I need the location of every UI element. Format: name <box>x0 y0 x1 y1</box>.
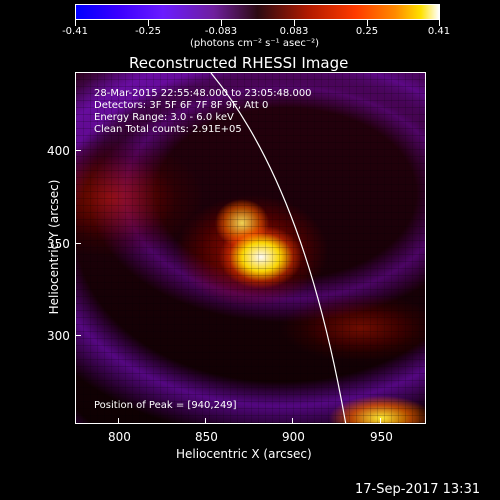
colorbar-unit-label: (photons cm⁻² s⁻¹ asec⁻²) <box>190 38 320 49</box>
info-time-range: 28-Mar-2015 22:55:48.000 to 23:05:48.000 <box>94 88 312 99</box>
y-tick-label: 350 <box>47 237 70 251</box>
footer-timestamp: 17-Sep-2017 13:31 <box>355 482 481 497</box>
colorbar-tick <box>294 20 295 26</box>
colorbar-tick-label: -0.083 <box>204 26 238 37</box>
x-axis-tick <box>205 418 206 424</box>
x-tick-label: 850 <box>195 430 218 444</box>
image-plot-area: 28-Mar-2015 22:55:48.000 to 23:05:48.000… <box>75 72 426 424</box>
y-axis-tick <box>75 335 81 336</box>
info-peak-position: Position of Peak = [940,249] <box>94 400 237 411</box>
solar-limb-curve <box>210 73 347 423</box>
colorbar-tick-label: 0.25 <box>355 26 379 37</box>
plot-title: Reconstructed RHESSI Image <box>129 54 349 72</box>
colorbar-tick-label: -0.41 <box>62 26 88 37</box>
colorbar-tick-label: 0.083 <box>279 26 309 37</box>
info-detectors: Detectors: 3F 5F 6F 7F 8F 9F, Att 0 <box>94 100 269 111</box>
x-tick-label: 950 <box>370 430 393 444</box>
info-energy-range: Energy Range: 3.0 - 6.0 keV <box>94 112 234 123</box>
y-tick-label: 300 <box>47 329 70 343</box>
colorbar-tick <box>439 20 440 26</box>
limb-line <box>210 73 347 423</box>
colorbar-tick <box>148 20 149 26</box>
colorbar-tick <box>221 20 222 26</box>
x-axis-tick <box>292 418 293 424</box>
x-axis-tick <box>380 418 381 424</box>
y-tick-label: 400 <box>47 144 70 158</box>
colorbar-tick <box>367 20 368 26</box>
colorbar-gradient <box>76 5 439 19</box>
colorbar-tick-label: -0.25 <box>135 26 161 37</box>
colorbar-tick <box>75 20 76 26</box>
y-axis-tick <box>75 150 81 151</box>
y-axis-tick <box>75 243 81 244</box>
y-axis-label: Heliocentric Y (arcsec) <box>47 179 61 315</box>
x-tick-label: 800 <box>108 430 131 444</box>
info-total-counts: Clean Total counts: 2.91E+05 <box>94 124 242 135</box>
x-tick-label: 900 <box>282 430 305 444</box>
colorbar <box>75 4 440 20</box>
colorbar-tick-label: 0.41 <box>427 26 451 37</box>
x-axis-tick <box>118 418 119 424</box>
x-axis-label: Heliocentric X (arcsec) <box>176 447 312 461</box>
